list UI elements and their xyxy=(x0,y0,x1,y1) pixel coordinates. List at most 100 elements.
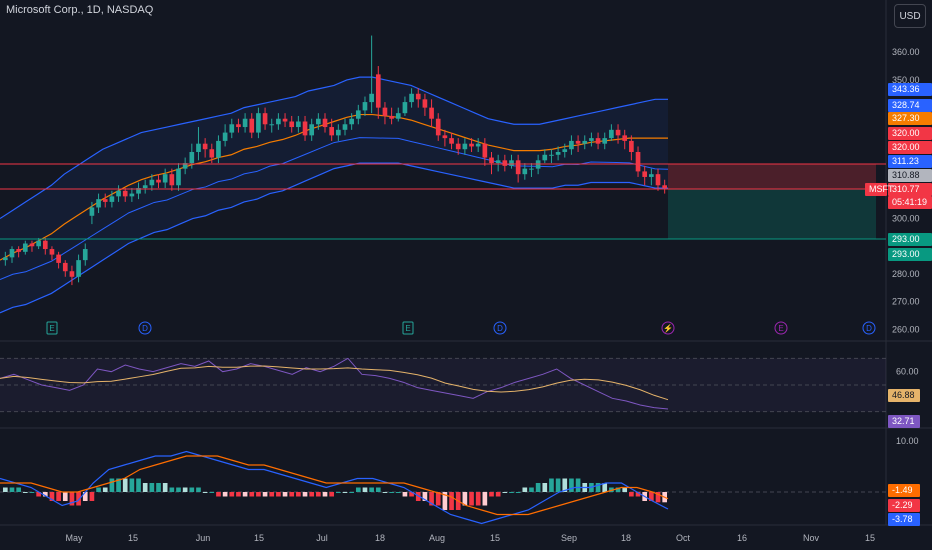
candle-body xyxy=(609,129,614,139)
symbol-title[interactable]: Microsoft Corp., 1D, NASDAQ xyxy=(6,4,154,16)
candle-body xyxy=(522,168,528,175)
event-marker[interactable]: E xyxy=(774,321,788,335)
macd-histogram-bar xyxy=(276,492,281,497)
time-axis-label: 15 xyxy=(865,533,875,543)
tag-label: 311.23 xyxy=(892,156,919,166)
candle xyxy=(489,152,494,175)
candle-body xyxy=(455,143,461,150)
time-axis-label: 18 xyxy=(375,533,385,543)
candle-body xyxy=(322,118,328,128)
macd-histogram-bar xyxy=(216,492,221,497)
event-marker[interactable]: E xyxy=(46,321,58,335)
candle xyxy=(402,96,408,116)
macd-histogram-bar xyxy=(602,483,608,492)
tag-bg xyxy=(888,196,932,209)
macd-histogram-bar xyxy=(229,492,235,497)
candle xyxy=(109,190,115,208)
moving-average-slow-line xyxy=(0,137,669,281)
rsi-tag: 32.71 xyxy=(888,415,920,428)
tag-label: 320.00 xyxy=(892,128,920,138)
candle xyxy=(435,113,441,141)
candle-body xyxy=(296,121,301,128)
candle xyxy=(249,113,255,139)
macd-histogram-bar xyxy=(569,478,574,492)
price-tag: 05:41:19 xyxy=(888,196,932,209)
candle xyxy=(302,115,308,141)
event-marker[interactable]: ⚡ xyxy=(661,321,675,335)
macd-histogram-bar xyxy=(256,492,261,497)
macd-histogram-bar xyxy=(535,483,541,492)
candle-body xyxy=(62,262,68,272)
macd-histogram-bar xyxy=(495,492,501,497)
macd-histogram-bar xyxy=(522,487,528,492)
event-marker[interactable]: E xyxy=(402,321,414,335)
candle xyxy=(349,113,354,130)
event-label: ⚡ xyxy=(663,323,673,333)
candle xyxy=(2,251,8,266)
candle-body xyxy=(76,260,81,277)
dividend-icon xyxy=(862,321,876,335)
macd-tag: -3.78 xyxy=(888,513,920,526)
price-axis-label: 280.00 xyxy=(892,269,920,279)
macd-histogram-bar xyxy=(22,492,28,493)
candle xyxy=(76,254,81,283)
price-tag: 310.88 xyxy=(888,169,932,182)
candle xyxy=(236,118,241,133)
macd-histogram-bar xyxy=(322,492,328,497)
candle-body xyxy=(582,140,588,144)
macd-histogram-bar xyxy=(302,492,308,497)
event-marker[interactable]: D xyxy=(493,321,507,335)
candle xyxy=(389,107,394,125)
candle-body xyxy=(309,124,315,136)
candle-body xyxy=(395,113,401,119)
candle-body xyxy=(409,93,414,103)
bollinger-bands xyxy=(0,76,669,314)
price-tag: 328.74 xyxy=(888,99,932,112)
candle-body xyxy=(196,143,201,152)
candles[interactable] xyxy=(2,35,668,286)
candle xyxy=(56,251,61,269)
take-profit-zone xyxy=(668,189,876,239)
candle xyxy=(9,246,15,263)
moving-average-line xyxy=(0,113,668,261)
candle-body xyxy=(36,240,41,247)
currency-button[interactable]: USD xyxy=(894,4,926,28)
candle-body xyxy=(282,118,288,122)
macd-histogram-bar xyxy=(296,492,301,497)
candle-body xyxy=(615,129,621,136)
candle xyxy=(222,124,228,147)
candle xyxy=(562,143,568,158)
macd-histogram-bar xyxy=(182,487,188,492)
event-marker[interactable]: D xyxy=(862,321,876,335)
macd-histogram-bar xyxy=(549,478,554,492)
time-axis-label: Oct xyxy=(676,533,691,543)
macd-histogram-bar xyxy=(242,492,248,497)
macd-line xyxy=(0,450,669,525)
event-markers[interactable]: E D E D ⚡ E D xyxy=(46,321,876,335)
price-axis-label: 350.00 xyxy=(892,75,920,85)
tag-bg xyxy=(888,248,932,261)
macd-histogram-bar xyxy=(542,483,548,492)
candle xyxy=(602,132,608,150)
candle-body xyxy=(236,124,241,128)
candle-body xyxy=(269,124,275,126)
macd-histogram-bar xyxy=(329,492,335,497)
macd-histogram-bar xyxy=(142,483,148,492)
price-tag: 311.23 xyxy=(888,155,932,168)
macd-histogram-bar xyxy=(149,483,155,492)
macd-histogram-bar xyxy=(56,492,61,501)
macd-histogram-bar xyxy=(29,492,35,493)
macd-histogram-bar xyxy=(69,492,75,506)
tag-label: 293.00 xyxy=(892,249,920,259)
macd-histogram-bar xyxy=(562,478,568,492)
macd-histogram-bar xyxy=(269,492,275,497)
macd-histogram-bar xyxy=(635,492,641,497)
macd-histogram-bar xyxy=(309,492,315,497)
event-marker[interactable]: D xyxy=(138,321,152,335)
candle xyxy=(156,174,161,189)
candle-body xyxy=(149,179,155,186)
candle xyxy=(415,88,421,108)
candle xyxy=(309,118,315,141)
macd-histogram-bar xyxy=(36,492,41,497)
